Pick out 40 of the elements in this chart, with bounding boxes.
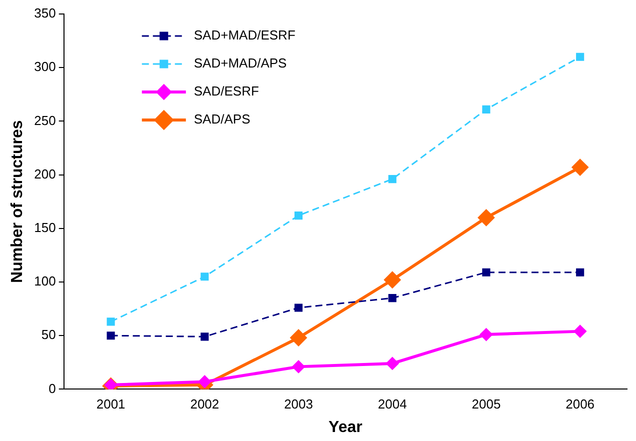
- point: [200, 272, 209, 281]
- y-tick-label: 0: [48, 380, 56, 396]
- y-tick-label: 150: [34, 220, 56, 235]
- x-tick-label: 2001: [96, 396, 126, 412]
- point: [574, 324, 587, 338]
- point: [292, 360, 306, 374]
- y-axis-title: Number of structures: [9, 120, 26, 283]
- x-axis-title: Year: [328, 418, 362, 436]
- x-tick-label: 2002: [190, 396, 220, 412]
- point: [386, 356, 399, 370]
- point: [576, 52, 584, 61]
- legend-label: SAD/APS: [194, 112, 251, 127]
- point: [294, 304, 303, 312]
- point: [388, 175, 396, 184]
- point: [384, 271, 401, 288]
- point: [572, 158, 589, 176]
- point: [482, 105, 490, 114]
- x-tick-label: 2004: [378, 396, 407, 412]
- point: [576, 268, 584, 276]
- y-tick-label: 100: [34, 274, 56, 289]
- legend-label: SAD/ESRF: [194, 84, 259, 99]
- y-tick-label: 300: [34, 59, 56, 74]
- x-tick-label: 2005: [472, 396, 501, 412]
- x-tick-label: 2003: [284, 396, 313, 412]
- point: [480, 328, 493, 342]
- point: [106, 318, 115, 326]
- y-tick-label: 200: [34, 166, 56, 182]
- point: [200, 332, 209, 341]
- point: [478, 209, 495, 226]
- x-tick-label: 2006: [566, 396, 595, 412]
- y-tick-label: 250: [34, 112, 56, 128]
- point: [388, 294, 396, 302]
- legend-label: SAD+MAD/ESRF: [194, 28, 296, 43]
- y-tick-label: 50: [41, 327, 56, 342]
- point: [482, 268, 490, 276]
- legend-label: SAD+MAD/APS: [194, 56, 288, 71]
- point: [290, 329, 308, 346]
- point: [106, 332, 115, 340]
- y-tick-label: 350: [34, 6, 56, 21]
- point: [294, 212, 303, 220]
